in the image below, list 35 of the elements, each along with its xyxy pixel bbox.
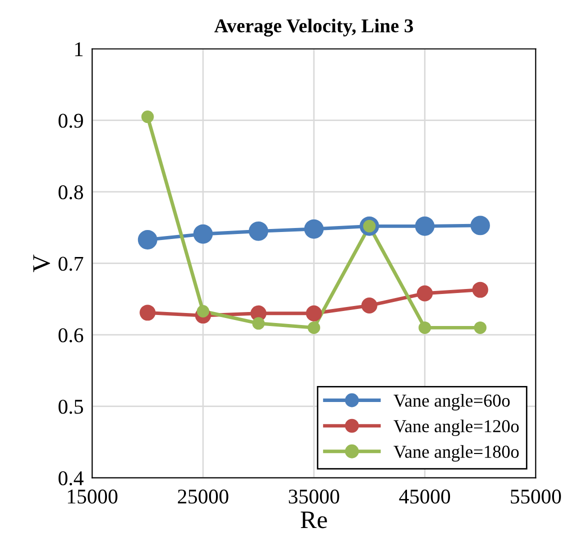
point bbox=[138, 230, 158, 250]
point bbox=[415, 216, 435, 236]
point bbox=[418, 321, 432, 334]
y-tick-label: 1 bbox=[75, 42, 83, 56]
point bbox=[474, 321, 486, 334]
y-tick-label: 0.9 bbox=[58, 114, 83, 128]
point bbox=[193, 224, 213, 244]
point bbox=[140, 304, 156, 321]
point bbox=[306, 305, 322, 322]
legend-label: Vane angle=120o bbox=[394, 420, 519, 436]
x-tick-label: 25000 bbox=[178, 490, 228, 504]
point bbox=[361, 298, 378, 314]
y-tick-label: 0.8 bbox=[58, 185, 84, 200]
legend-label: Vane angle=60o bbox=[394, 394, 510, 410]
point bbox=[141, 110, 154, 124]
legend-label: Vane angle=180o bbox=[394, 445, 519, 462]
x-axis-title: Re bbox=[300, 512, 327, 528]
x-tick-label: 35000 bbox=[288, 490, 340, 504]
point bbox=[252, 317, 265, 330]
x-tick-label: 45000 bbox=[399, 490, 450, 504]
y-tick-label: 0.6 bbox=[58, 328, 84, 342]
y-tick-label: 0.7 bbox=[58, 256, 84, 271]
y-axis-title: V bbox=[33, 254, 50, 272]
x-tick-label: 55000 bbox=[510, 490, 561, 504]
y-tick-label: 0.5 bbox=[58, 400, 84, 414]
point bbox=[248, 221, 268, 241]
point bbox=[472, 282, 488, 298]
point bbox=[416, 285, 433, 302]
point bbox=[196, 305, 210, 318]
point bbox=[470, 216, 490, 236]
chart-title: Average Velocity, Line 3 bbox=[214, 18, 413, 36]
x-tick-label: 15000 bbox=[68, 490, 118, 504]
point bbox=[308, 321, 320, 334]
y-tick-label: 0.4 bbox=[58, 471, 84, 486]
point bbox=[304, 219, 324, 239]
